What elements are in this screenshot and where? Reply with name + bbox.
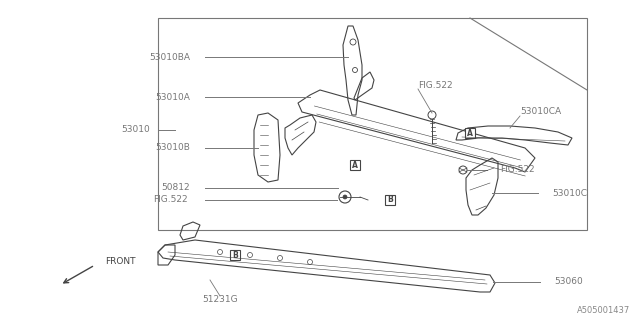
Text: A: A [467, 129, 473, 138]
FancyBboxPatch shape [230, 250, 240, 260]
Text: 53060: 53060 [554, 277, 583, 286]
Text: 51231G: 51231G [202, 295, 238, 305]
Text: 53010BA: 53010BA [149, 52, 190, 61]
Text: 53010CA: 53010CA [520, 108, 561, 116]
Text: A: A [352, 161, 358, 170]
Circle shape [343, 195, 347, 199]
Text: FIG.522: FIG.522 [154, 196, 188, 204]
Text: 50812: 50812 [161, 183, 190, 193]
Text: 53010C: 53010C [552, 188, 587, 197]
Text: 53010A: 53010A [155, 92, 190, 101]
Text: FIG.522: FIG.522 [418, 81, 452, 90]
Text: 53010: 53010 [121, 125, 150, 134]
Bar [158, 18, 587, 230]
FancyBboxPatch shape [465, 128, 475, 138]
Text: A505001437: A505001437 [577, 306, 630, 315]
Text: FIG.522: FIG.522 [500, 165, 534, 174]
FancyBboxPatch shape [350, 160, 360, 170]
Text: B: B [387, 196, 393, 204]
Text: FRONT: FRONT [105, 258, 136, 267]
Text: B: B [232, 251, 238, 260]
Text: 53010B: 53010B [155, 143, 190, 153]
FancyBboxPatch shape [385, 195, 395, 205]
